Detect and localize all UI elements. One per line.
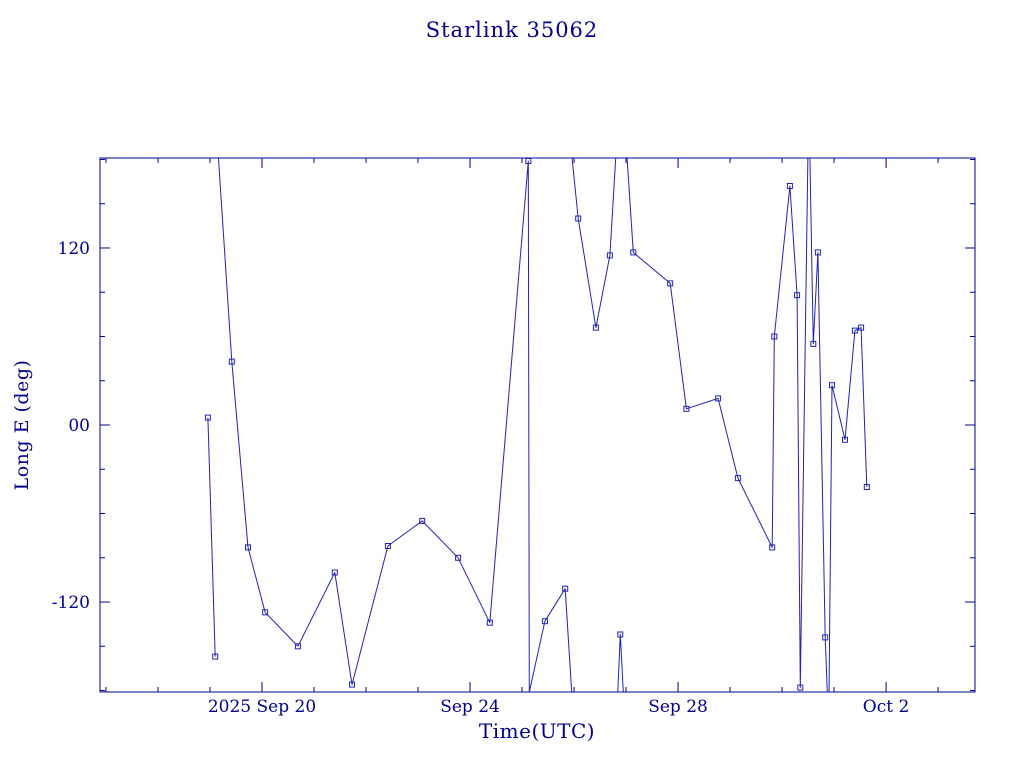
data-point-marker (814, 249, 821, 256)
data-point-marker (769, 544, 776, 551)
data-point-marker (734, 475, 741, 482)
data-point-marker (606, 252, 613, 259)
data-point-marker (562, 585, 569, 592)
data-point-marker (863, 484, 870, 490)
x-axis-label: Time(UTC) (478, 719, 596, 743)
data-point-marker (575, 215, 582, 222)
data-point-marker (842, 436, 848, 443)
data-point-marker (294, 643, 301, 650)
x-tick-label: Sep 28 (648, 697, 708, 717)
data-point-marker (419, 517, 426, 524)
data-point-marker (455, 554, 462, 561)
data-point-marker (794, 292, 801, 299)
data-point-marker (630, 249, 637, 256)
data-point-marker (851, 327, 858, 334)
chart-title: Starlink 35062 (425, 18, 599, 42)
series-line (809, 158, 828, 692)
x-tick-label: 2025 Sep 20 (208, 697, 316, 717)
y-tick-label: 120 (58, 239, 90, 259)
data-point-marker (829, 382, 835, 389)
series-line (617, 634, 624, 692)
data-point-marker (349, 681, 355, 688)
y-tick-label: 00 (68, 416, 90, 436)
data-point-marker (384, 543, 391, 549)
data-point-marker (858, 324, 865, 331)
series-line (217, 158, 573, 692)
x-tick-label: Oct 2 (863, 697, 910, 717)
data-point-marker (683, 405, 690, 412)
data-point-marker (212, 653, 219, 660)
data-point-marker (822, 634, 829, 641)
y-tick-label: -120 (52, 593, 90, 613)
data-point-marker (786, 183, 793, 189)
series-line (571, 158, 617, 329)
data-point-marker (262, 609, 269, 616)
data-point-marker (810, 340, 817, 347)
data-point-marker (797, 684, 804, 691)
data-point-marker (771, 333, 778, 340)
series-line (626, 158, 809, 689)
plot-frame (99, 157, 976, 693)
data-point-marker (204, 414, 211, 421)
data-point-marker (331, 569, 338, 576)
data-point-marker (486, 619, 493, 626)
data-point-marker (667, 280, 674, 287)
data-point-marker (617, 631, 624, 638)
data-point-marker (715, 395, 722, 402)
data-layer (204, 158, 870, 692)
x-tick-label: Sep 24 (440, 697, 500, 717)
data-point-marker (245, 544, 251, 551)
data-point-marker (541, 618, 548, 625)
series-line (828, 327, 868, 692)
data-point-marker (228, 358, 235, 365)
data-point-marker (592, 324, 599, 331)
data-point-marker (525, 158, 532, 164)
series-line (207, 417, 216, 657)
